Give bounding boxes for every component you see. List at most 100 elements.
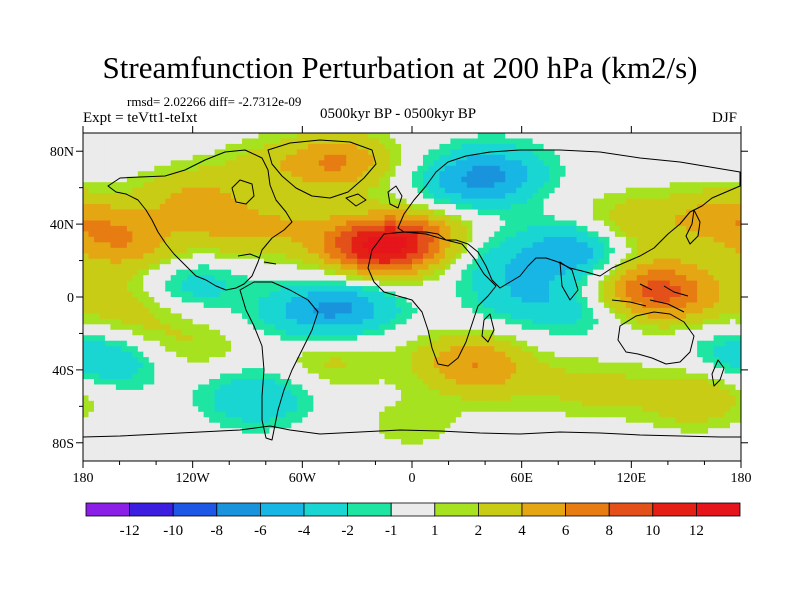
field-cell [351, 193, 358, 200]
field-cell [625, 286, 632, 293]
field-cell [658, 154, 665, 161]
field-cell [428, 275, 435, 282]
field-cell [647, 253, 654, 260]
field-cell [335, 318, 342, 325]
field-cell [214, 138, 221, 145]
field-cell [598, 247, 605, 254]
field-cell [719, 286, 726, 293]
field-cell [483, 247, 490, 254]
field-cell [472, 340, 479, 347]
field-cell [483, 242, 490, 249]
field-cell [247, 313, 254, 320]
field-cell [126, 171, 133, 178]
field-cell [384, 236, 391, 243]
field-cell [543, 291, 550, 298]
field-cell [176, 187, 183, 194]
field-cell [83, 198, 90, 205]
field-cell [697, 335, 704, 342]
field-cell [642, 176, 649, 183]
field-cell [192, 351, 199, 358]
field-cell [571, 280, 578, 287]
field-cell [324, 275, 331, 282]
field-cell [510, 165, 517, 172]
field-cell [642, 247, 649, 254]
field-cell [565, 209, 572, 216]
field-cell [176, 291, 183, 298]
field-cell [132, 264, 139, 271]
field-cell [329, 280, 336, 287]
field-cell [625, 297, 632, 304]
field-cell [527, 182, 534, 189]
field-cell [439, 351, 446, 358]
field-cell [110, 258, 117, 265]
field-cell [560, 209, 567, 216]
field-cell [258, 297, 265, 304]
field-cell [132, 324, 139, 331]
field-cell [329, 160, 336, 167]
field-cell [93, 335, 101, 342]
field-cell [99, 264, 106, 271]
field-cell [137, 182, 144, 189]
field-cell [258, 182, 265, 189]
contour-field [83, 133, 741, 461]
field-cell [466, 313, 473, 320]
field-cell [269, 182, 276, 189]
field-cell [719, 231, 726, 238]
field-cell [104, 171, 112, 178]
field-cell [532, 171, 539, 178]
field-cell [538, 220, 545, 227]
field-cell [450, 340, 457, 347]
field-cell [592, 275, 600, 282]
field-cell [543, 236, 550, 243]
field-cell [291, 269, 298, 276]
field-cell [455, 329, 462, 336]
field-cell [373, 204, 380, 211]
field-cell [647, 291, 654, 298]
field-cell [83, 149, 90, 156]
field-cell [165, 165, 172, 172]
field-cell [592, 280, 600, 287]
field-cell [697, 253, 704, 260]
field-cell [154, 324, 161, 331]
field-cell [121, 242, 128, 249]
field-cell [384, 291, 391, 298]
field-cell [93, 209, 101, 216]
field-cell [625, 154, 632, 161]
field-cell [335, 176, 342, 183]
field-cell [653, 291, 660, 298]
field-cell [263, 149, 271, 156]
field-cell [137, 297, 144, 304]
field-cell [176, 204, 183, 211]
field-cell [285, 275, 292, 282]
field-cell [461, 307, 468, 314]
field-cell [647, 264, 654, 271]
field-cell [592, 351, 600, 358]
field-cell [373, 318, 380, 325]
field-cell [143, 324, 150, 331]
field-cell [263, 297, 271, 304]
field-cell [137, 346, 144, 353]
field-cell [132, 220, 139, 227]
field-cell [373, 242, 380, 249]
field-cell [198, 335, 205, 342]
field-cell [225, 225, 232, 232]
field-cell [170, 133, 177, 140]
field-cell [170, 247, 177, 254]
field-cell [324, 318, 331, 325]
field-cell [549, 258, 556, 265]
field-cell [176, 231, 183, 238]
field-cell [296, 335, 303, 342]
field-cell [395, 286, 402, 293]
field-cell [362, 258, 369, 265]
field-cell [477, 302, 484, 309]
field-cell [664, 351, 671, 358]
field-cell [88, 171, 95, 178]
field-cell [653, 275, 660, 282]
field-cell [93, 171, 101, 178]
field-cell [390, 275, 397, 282]
field-cell [401, 258, 408, 265]
field-cell [324, 204, 331, 211]
field-cell [560, 225, 567, 232]
field-cell [368, 160, 375, 167]
field-cell [477, 160, 484, 167]
